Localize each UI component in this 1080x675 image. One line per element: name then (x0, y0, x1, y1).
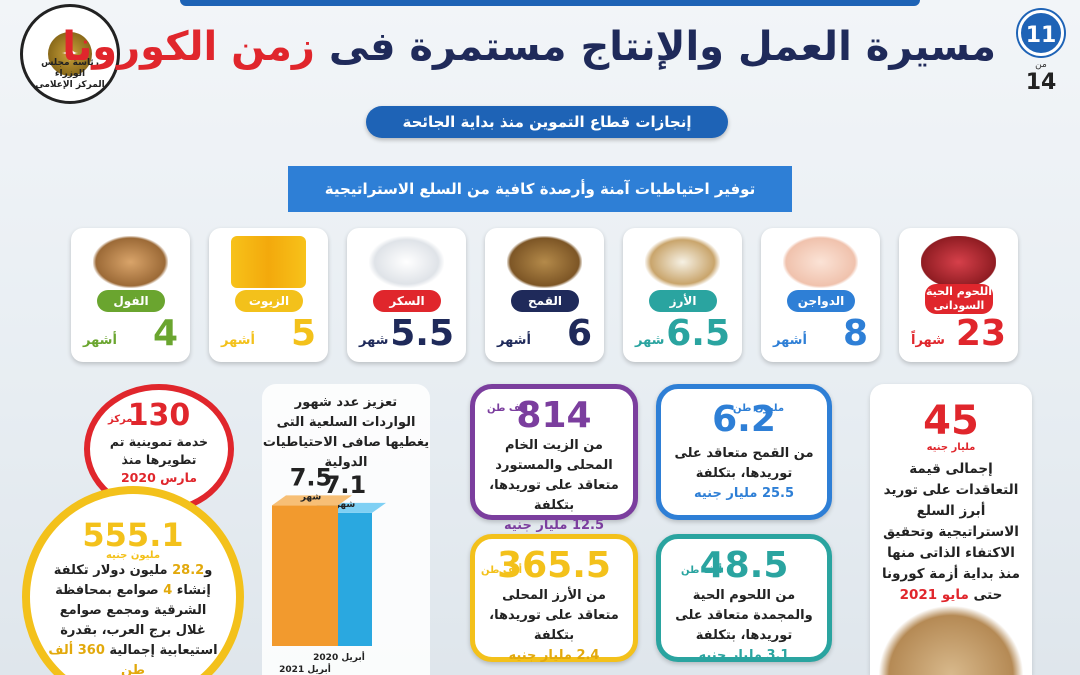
commodity-card-wheat: القمح 6 أشهر (485, 228, 604, 362)
commodity-cards: اللحوم الحية السودانى 23 شهراً الدواجن 8… (66, 228, 1018, 362)
stat-box-wheat: 6.2 مليون طن من القمح متعاقد على توريدها… (656, 384, 832, 520)
title-main: مسيرة العمل والإنتاج مستمرة فى (328, 24, 996, 70)
commodity-name: الزيوت (235, 290, 303, 312)
chart-canvas: تعزيز عدد شهور الواردات السلعية التى يغط… (263, 395, 429, 675)
stat-text: من الأرز المحلى متعاقد على توريدها، بتكل… (489, 588, 619, 643)
stat-cost: 25.5 مليار جنيه (693, 486, 795, 501)
total-contracts-panel: 45 مليار جنيه إجمالى قيمة التعاقدات على … (870, 384, 1032, 675)
title-highlight: زمن الكورونا (62, 24, 315, 70)
total-contracts-text: إجمالى قيمة التعاقدات على توريد أبرز الس… (881, 461, 1021, 603)
commodity-card-meat: اللحوم الحية السودانى 23 شهراً (899, 228, 1018, 362)
silos-value: 555.1 (82, 516, 184, 554)
bar-unit-label-0: شهر (334, 500, 356, 510)
commodity-unit: أشهر (221, 333, 255, 348)
stat-value: 48.5 (699, 545, 789, 586)
commodity-unit: شهراً (911, 333, 945, 348)
page-title: مسيرة العمل والإنتاج مستمرة فى زمن الكور… (62, 24, 996, 70)
bar-1 (272, 505, 338, 646)
chart-title-line-2: يغطيها صافى الاحتياطيات (263, 435, 429, 450)
subtitle-pill: إنجازات قطاع التموين منذ بداية الجائحة (366, 106, 728, 138)
silos-unit: مليون جنيه (105, 550, 161, 561)
stat-cost: 3.1 مليار جنيه (698, 648, 790, 663)
commodity-unit: شهر (635, 333, 665, 348)
stat-text: من القمح متعاقد على توريدها، بتكلفة (674, 446, 814, 481)
media-center-emblem: ✦ رئاسة مجلس الوزراء المركز الإعلامى (20, 4, 120, 104)
commodity-value: 23 (955, 313, 1006, 354)
eagle-icon: ✦ (48, 32, 92, 76)
commodity-value: 5 (290, 313, 316, 354)
service-centers-unit: مركز (108, 414, 133, 425)
reserves-chart: تعزيز عدد شهور الواردات السلعية التى يغط… (262, 384, 430, 675)
commodity-card-beans: الفول 4 أشهر (71, 228, 190, 362)
total-contracts-unit: مليار جنيه (926, 442, 976, 453)
beans-icon (93, 236, 168, 288)
commodity-name: القمح (511, 290, 579, 312)
page-total: 14 (1025, 70, 1057, 95)
stat-text: من الزيت الخام المحلى والمستورد متعاقد ع… (489, 438, 619, 513)
stat-value: 6.2 (712, 399, 776, 440)
commodity-unit: أشهر (497, 333, 531, 348)
page-current: 11 (1018, 10, 1064, 56)
silos-text: و28.2 مليون دولار تكلفة إنشاء 4 صوامع بم… (48, 563, 218, 675)
commodity-value: 6.5 (666, 313, 730, 354)
chicken-icon (783, 236, 858, 288)
meat-icon (921, 236, 996, 288)
oil-bottles-icon (231, 236, 306, 288)
stat-box-rice: 365.5 ألف طن من الأرز المحلى متعاقد على … (470, 534, 638, 663)
top-accent-bar (180, 0, 920, 6)
grain-sacks-image (878, 605, 1024, 675)
stat-text: من اللحوم الحية والمجمدة متعاقد على توري… (675, 588, 813, 643)
commodity-name: السكر (373, 290, 441, 312)
silos-circle: 555.1 مليون جنيه و28.2 مليون دولار تكلفة… (22, 486, 244, 675)
section-banner: توفير احتياطيات آمنة وأرصدة كافية من الس… (288, 166, 792, 212)
emblem-text: رئاسة مجلس الوزراء المركز الإعلامى (35, 58, 105, 90)
stat-box-oil: 814 ألف طن من الزيت الخام المحلى والمستو… (470, 384, 638, 533)
stat-unit: مليون طن (733, 403, 785, 414)
bar-value-label-0: 7.1 (324, 471, 367, 499)
stat-box-meat: 48.5 ألف طن من اللحوم الحية والمجمدة متع… (656, 534, 832, 663)
bar-category-label-0: أبريل 2020 (313, 651, 365, 663)
commodity-card-rice: الأرز 6.5 شهر (623, 228, 742, 362)
page-of-label: من (1035, 60, 1047, 70)
bar-value-label-1: 7.5 (290, 463, 333, 491)
commodity-card-oils: الزيوت 5 أشهر (209, 228, 328, 362)
total-contracts-date: مايو 2021 (899, 587, 969, 603)
wheat-icon (507, 236, 582, 288)
commodity-name: الفول (97, 290, 165, 312)
commodity-name: الدواجن (787, 290, 855, 312)
total-contracts-value: 45 (923, 398, 979, 444)
stat-value: 365.5 (497, 545, 611, 586)
sugar-icon (369, 236, 444, 288)
commodity-card-sugar: السكر 5.5 شهر (347, 228, 466, 362)
rice-sack-icon (645, 236, 720, 288)
stat-cost: 12.5 مليار جنيه (503, 518, 605, 533)
chart-title-line-3: الدولية (325, 455, 368, 470)
stat-cost: 2.4 مليار جنيه (508, 648, 600, 663)
stat-unit: ألف طن (681, 565, 722, 576)
bar-top-1 (272, 495, 352, 506)
commodity-name: اللحوم الحية السودانى (925, 284, 993, 314)
service-centers-date: مارس 2020 (120, 470, 198, 485)
stat-unit: ألف طن (487, 403, 528, 414)
bar-unit-label-1: شهر (300, 492, 322, 502)
commodity-value: 5.5 (390, 313, 454, 354)
commodity-unit: أشهر (83, 333, 117, 348)
commodity-value: 4 (152, 313, 178, 354)
bar-category-label-1: أبريل 2021 (279, 663, 331, 675)
commodity-card-poultry: الدواجن 8 أشهر (761, 228, 880, 362)
chart-title-line-1: الواردات السلعية التى (277, 415, 416, 430)
commodity-unit: شهر (359, 333, 389, 348)
stat-value: 814 (516, 395, 592, 436)
commodity-value: 6 (566, 313, 592, 354)
service-centers-value: 130 (127, 398, 191, 433)
commodity-unit: أشهر (773, 333, 807, 348)
page-indicator: 11 من 14 (1014, 10, 1068, 95)
service-centers-text: خدمة تموينية تم تطويرها منذ (109, 434, 209, 467)
chart-title-line-0: تعزيز عدد شهور (294, 395, 397, 410)
stat-unit: ألف طن (481, 565, 522, 576)
commodity-name: الأرز (649, 290, 717, 312)
commodity-value: 8 (842, 313, 868, 354)
